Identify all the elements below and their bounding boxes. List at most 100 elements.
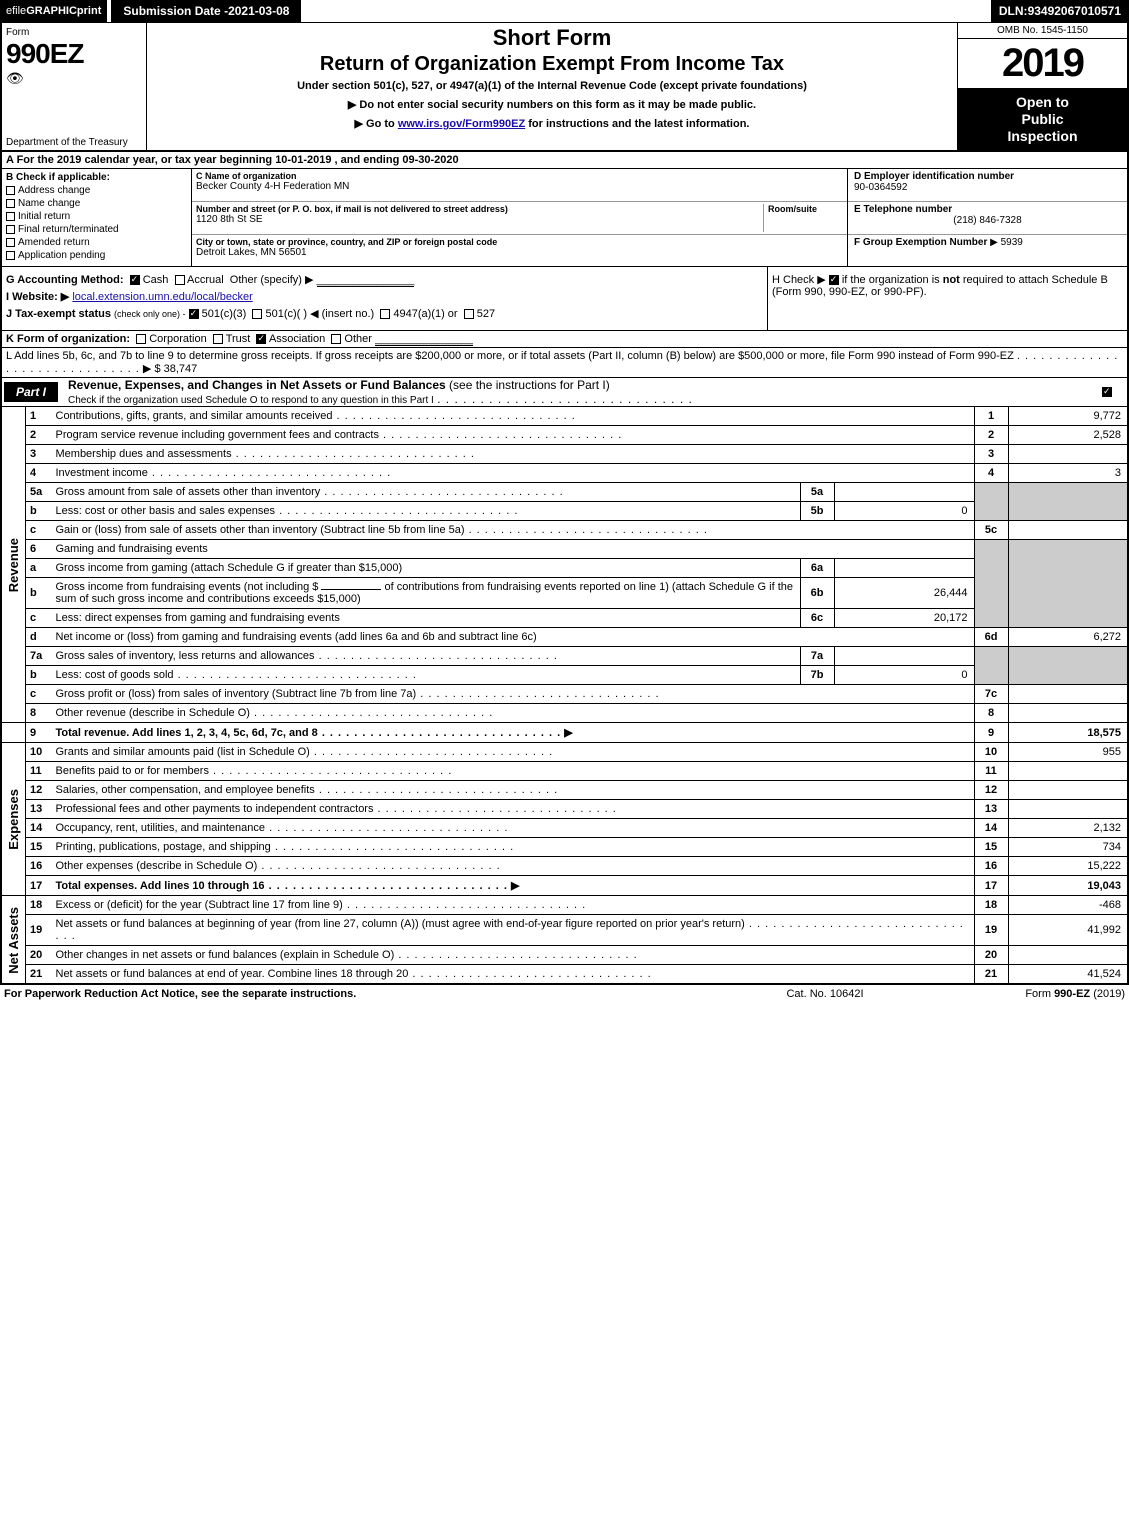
- footer-form-prefix: Form: [1025, 988, 1054, 1000]
- chk-application-pending[interactable]: Application pending: [6, 250, 187, 261]
- chk-name-change[interactable]: Name change: [6, 198, 187, 209]
- chk-initial-return[interactable]: Initial return: [6, 211, 187, 222]
- chk-501c3-checked-icon[interactable]: [189, 309, 199, 319]
- j-501c: 501(c)( ) ◀ (insert no.): [265, 308, 374, 320]
- col-val: [1008, 800, 1128, 819]
- col-num: 12: [974, 781, 1008, 800]
- chk-trust-icon[interactable]: [213, 334, 223, 344]
- chk-accrual-icon[interactable]: [175, 275, 185, 285]
- line-num: 10: [26, 743, 52, 762]
- section-b-checkboxes: B Check if applicable: Address change Na…: [2, 169, 192, 266]
- col-val: 15,222: [1008, 857, 1128, 876]
- blank-underline: [321, 589, 381, 590]
- col-num: 18: [974, 896, 1008, 915]
- desc-text: Gross profit or (loss) from sales of inv…: [56, 688, 417, 700]
- line-desc: Other revenue (describe in Schedule O): [52, 704, 975, 723]
- checkbox-icon: [6, 225, 15, 234]
- line-num: 9: [26, 723, 52, 743]
- goto-prefix: ▶ Go to: [355, 118, 398, 130]
- dots-icon: [174, 669, 417, 681]
- phone-value: (218) 846-7328: [854, 215, 1121, 226]
- e-label: E Telephone number: [854, 204, 1121, 215]
- dots-icon: [379, 429, 622, 441]
- org-street: 1120 8th St SE: [196, 214, 763, 225]
- chk-assoc-checked-icon[interactable]: [256, 334, 266, 344]
- line-11: 11 Benefits paid to or for members 11: [1, 762, 1128, 781]
- line-num: b: [26, 502, 52, 521]
- col-num: 2: [974, 426, 1008, 445]
- line-num: c: [26, 685, 52, 704]
- org-city-row: City or town, state or province, country…: [192, 235, 847, 267]
- footer-right: Form 990-EZ (2019): [925, 988, 1125, 1000]
- line-18: Net Assets 18 Excess or (deficit) for th…: [1, 896, 1128, 915]
- shade-cell: [1008, 483, 1128, 521]
- expenses-label: Expenses: [6, 789, 21, 850]
- line-desc: Net assets or fund balances at beginning…: [52, 915, 975, 946]
- header-right: OMB No. 1545-1150 2019 Open to Public In…: [957, 23, 1127, 150]
- line-num: 13: [26, 800, 52, 819]
- col-val: [1008, 445, 1128, 464]
- addr-label: Number and street (or P. O. box, if mail…: [196, 204, 763, 214]
- print-label[interactable]: print: [77, 5, 101, 17]
- sub-num: 7b: [800, 666, 834, 685]
- col-val: 41,992: [1008, 915, 1128, 946]
- line-desc: Salaries, other compensation, and employ…: [52, 781, 975, 800]
- sub-val: [834, 483, 974, 502]
- col-num: 8: [974, 704, 1008, 723]
- line-desc: Membership dues and assessments: [52, 445, 975, 464]
- chk-cash-checked-icon[interactable]: [130, 275, 140, 285]
- dots-icon: [416, 688, 659, 700]
- short-form-title: Short Form: [153, 25, 951, 51]
- website-link[interactable]: local.extension.umn.edu/local/becker: [72, 291, 252, 303]
- line-desc: Contributions, gifts, grants, and simila…: [52, 407, 975, 426]
- desc-text: Benefits paid to or for members: [56, 765, 209, 777]
- city-label: City or town, state or province, country…: [196, 237, 843, 247]
- dots-icon: [343, 899, 586, 911]
- footer-form-suffix: (2019): [1093, 988, 1125, 1000]
- sub-val: 0: [834, 502, 974, 521]
- chk-501c-icon[interactable]: [252, 309, 262, 319]
- desc-text: Membership dues and assessments: [56, 448, 232, 460]
- desc-text: Total revenue. Add lines 1, 2, 3, 4, 5c,…: [56, 727, 318, 739]
- desc-text: Gross amount from sale of assets other t…: [56, 486, 321, 498]
- other-label: Other (specify) ▶: [230, 274, 314, 286]
- dots-icon: [320, 486, 563, 498]
- chk-part1-checked-icon[interactable]: [1102, 387, 1112, 397]
- h-not: not: [943, 274, 960, 286]
- desc-text: Less: cost of goods sold: [56, 669, 174, 681]
- line-num: 7a: [26, 647, 52, 666]
- checkbox-icon: [6, 212, 15, 221]
- col-num: 10: [974, 743, 1008, 762]
- part1-title-text: Revenue, Expenses, and Changes in Net As…: [68, 378, 446, 392]
- chk-corp-icon[interactable]: [136, 334, 146, 344]
- tax-year: 2019: [958, 39, 1127, 88]
- line-9: 9 Total revenue. Add lines 1, 2, 3, 4, 5…: [1, 723, 1128, 743]
- h-text2: if the organization is: [842, 274, 943, 286]
- col-num: 3: [974, 445, 1008, 464]
- col-val: [1008, 704, 1128, 723]
- dln-value: 93492067010571: [1028, 4, 1121, 18]
- chk-final-return[interactable]: Final return/terminated: [6, 224, 187, 235]
- line-6: 6 Gaming and fundraising events: [1, 540, 1128, 559]
- chk-527-icon[interactable]: [464, 309, 474, 319]
- chk-h-checked-icon[interactable]: [829, 275, 839, 285]
- line-6d: d Net income or (loss) from gaming and f…: [1, 628, 1128, 647]
- line-desc: Gross income from gaming (attach Schedul…: [52, 559, 801, 578]
- line-1: Revenue 1 Contributions, gifts, grants, …: [1, 407, 1128, 426]
- shade-cell: [974, 483, 1008, 521]
- chk-address-change[interactable]: Address change: [6, 185, 187, 196]
- efile-graphic-print[interactable]: efile GRAPHIC print: [0, 0, 107, 22]
- chk-other-icon[interactable]: [331, 334, 341, 344]
- checkbox-icon: [6, 251, 15, 260]
- desc-text: Gain or (loss) from sale of assets other…: [56, 524, 465, 536]
- col-num: 6d: [974, 628, 1008, 647]
- chk-4947-icon[interactable]: [380, 309, 390, 319]
- dots-icon: [394, 949, 637, 961]
- line-desc: Total expenses. Add lines 10 through 16 …: [52, 876, 975, 896]
- line-desc: Gross sales of inventory, less returns a…: [52, 647, 801, 666]
- ein-value: 90-0364592: [854, 182, 1121, 193]
- chk-amended-return[interactable]: Amended return: [6, 237, 187, 248]
- col-num: 19: [974, 915, 1008, 946]
- col-num: 13: [974, 800, 1008, 819]
- irs-link[interactable]: www.irs.gov/Form990EZ: [398, 118, 525, 130]
